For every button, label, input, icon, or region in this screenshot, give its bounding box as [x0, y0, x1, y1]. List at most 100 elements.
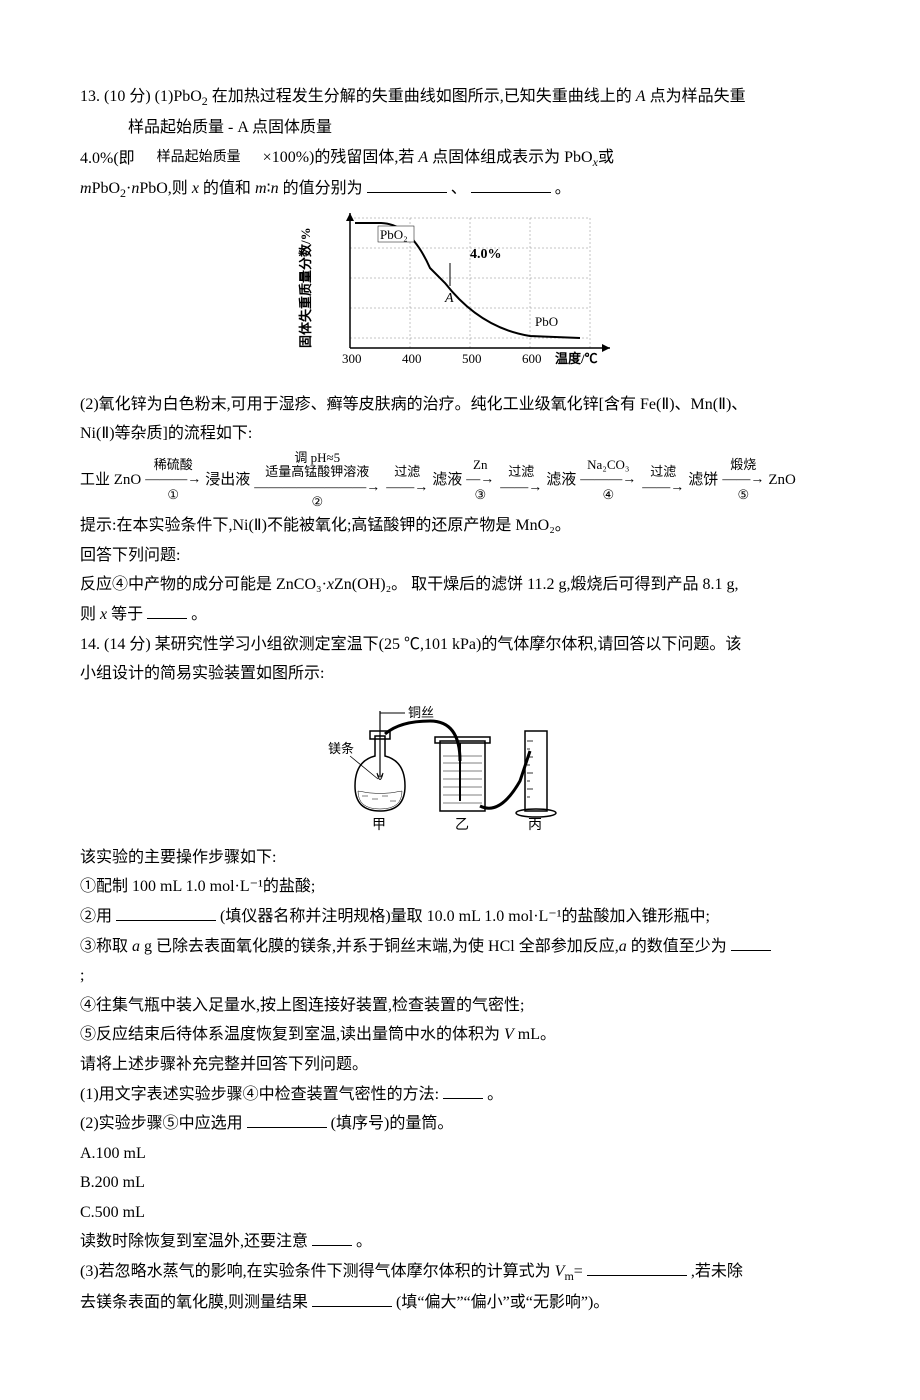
q14-line1: 14. (14 分) 某研究性学习小组欲测定室温下(25 ℃,101 kPa)的…	[80, 632, 840, 658]
flow-node: 滤饼	[688, 468, 718, 492]
q14-steps-label: 该实验的主要操作步骤如下:	[80, 845, 840, 871]
arrow-step4: 过滤 ——→	[500, 465, 542, 495]
text: 某研究性学习小组欲测定室温下(25 ℃,101 kPa)的气体摩尔体积,请回答以…	[155, 636, 742, 653]
q14-points: (14 分)	[104, 636, 151, 653]
text: 。	[555, 180, 571, 197]
label-a: 甲	[372, 818, 386, 833]
label-c: 丙	[528, 818, 542, 833]
q13-points: (10 分)	[104, 88, 151, 105]
apparatus-diagram: 铜丝 镁条 甲 乙 丙	[320, 691, 600, 841]
text: ⑤反应结束后待体系温度恢复到室温,读出量筒中水的体积为	[80, 1026, 504, 1043]
q13-line3: mPbO2·nPbO,则 x 的值和 m∶n 的值分别为 、 。	[80, 176, 840, 203]
arrow-step2: 调 pH≈5 适量高锰酸钾溶液 ————————→ ②	[254, 451, 380, 509]
arrow-step1: 稀硫酸 ———→ ①	[145, 458, 201, 502]
q14-p3b: 去镁条表面的氧化膜,则测量结果 (填“偏大”“偏小”或“无影响”)。	[80, 1290, 840, 1316]
fraction: 样品起始质量	[155, 147, 243, 169]
blank	[587, 1259, 687, 1276]
text: (1)PbO	[155, 88, 202, 105]
point-a: A	[636, 88, 646, 105]
blank	[147, 602, 187, 619]
text: ③称取	[80, 938, 132, 955]
arrow-step5: Na₂CO₃ ———→ ④	[580, 458, 636, 502]
blank	[443, 1082, 483, 1099]
text: (填“偏大”“偏小”或“无影响”)。	[396, 1294, 609, 1311]
q14-line2: 小组设计的简易实验装置如图所示:	[80, 661, 840, 687]
q14-step2: ②用 (填仪器名称并注明规格)量取 10.0 mL 1.0 mol·L⁻¹的盐酸…	[80, 904, 840, 930]
q14-read: 读数时除恢复到室温外,还要注意 。	[80, 1229, 840, 1255]
q14-optA: A.100 mL	[80, 1141, 840, 1167]
text: 点固体组成表示为 PbO	[428, 149, 592, 166]
q14-step3: ③称取 a g 已除去表面氧化膜的镁条,并系于铜丝末端,为使 HCl 全部参加反…	[80, 934, 840, 960]
text: 。	[191, 606, 207, 623]
mg-label: 镁条	[328, 741, 354, 756]
cu-label: 铜丝	[408, 705, 434, 720]
q13-question2: 则 x 等于 。	[80, 602, 840, 628]
text: 等于	[107, 606, 143, 623]
blank	[312, 1290, 392, 1307]
xtick: 400	[402, 351, 422, 366]
q13-number: 13.	[80, 88, 100, 105]
text: 在加热过程发生分解的失重曲线如图所示,已知失重曲线上的	[212, 88, 636, 105]
text: 。	[487, 1086, 503, 1103]
text: 的值分别为	[279, 180, 363, 197]
q14-step1: ①配制 100 mL 1.0 mol·L⁻¹的盐酸;	[80, 874, 840, 900]
q13-line2: 4.0%(即 样品起始质量 ×100%)的残留固体,若 A 点固体组成表示为 P…	[80, 145, 840, 172]
xtick: 500	[462, 351, 482, 366]
q14-p3: (3)若忽略水蒸气的影响,在实验条件下测得气体摩尔体积的计算式为 Vm= ,若未…	[80, 1259, 840, 1286]
blank	[471, 176, 551, 193]
text: PbO,则	[139, 180, 191, 197]
text: (3)若忽略水蒸气的影响,在实验条件下测得气体摩尔体积的计算式为	[80, 1263, 555, 1280]
q13-answer-label: 回答下列问题:	[80, 543, 840, 569]
text: Zn(OH)₂。 取干燥后的滤饼 11.2 g,煅烧后可得到产品 8.1 g,	[334, 576, 739, 593]
text: 去镁条表面的氧化膜,则测量结果	[80, 1294, 308, 1311]
text: ×100%)的残留固体,若	[263, 149, 419, 166]
arrow-step3: 过滤 ——→	[386, 465, 428, 495]
q13-hint: 提示:在本实验条件下,Ni(Ⅱ)不能被氧化;高锰酸钾的还原产物是 MnO₂。	[80, 513, 840, 539]
q13-part2: (2)氧化锌为白色粉末,可用于湿疹、癣等皮肤病的治疗。纯化工业级氧化锌[含有 F…	[80, 392, 840, 418]
q13-line1: 13. (10 分) (1)PbO2 在加热过程发生分解的失重曲线如图所示,已知…	[80, 84, 840, 111]
text: 的值和	[199, 180, 255, 197]
process-flow: 工业 ZnO 稀硫酸 ———→ ① 浸出液 调 pH≈5 适量高锰酸钾溶液 ——…	[80, 451, 840, 509]
text: (填序号)的量筒。	[331, 1115, 454, 1132]
text: 读数时除恢复到室温外,还要注意	[80, 1233, 308, 1250]
q13-question: 反应④中产物的成分可能是 ZnCO₃·xZn(OH)₂。 取干燥后的滤饼 11.…	[80, 572, 840, 598]
arrow-step6: 煅烧 ——→ ⑤	[722, 458, 764, 502]
pbo-label: PbO	[535, 314, 558, 329]
q14-fill: 请将上述步骤补充完整并回答下列问题。	[80, 1052, 840, 1078]
text: 反应④中产物的成分可能是 ZnCO₃·	[80, 576, 327, 593]
pbo2-label: PbO₂	[380, 227, 408, 242]
text: mL。	[514, 1026, 556, 1043]
flow-end: ZnO	[768, 468, 796, 492]
text: 点为样品失重	[646, 88, 746, 105]
denominator: 样品起始质量	[155, 147, 243, 169]
label-b: 乙	[455, 817, 469, 833]
text: 、	[451, 180, 467, 197]
q14-p1: (1)用文字表述实验步骤④中检查装置气密性的方法: 。	[80, 1082, 840, 1108]
value-label: 4.0%	[470, 247, 502, 262]
thermogravimetric-chart: PbO₂ 4.0% A PbO 300 400 500 600 温度/℃ 固体失…	[290, 208, 630, 388]
xtick: 600	[522, 351, 542, 366]
q14-step4: ④往集气瓶中装入足量水,按上图连接好装置,检查装置的气密性;	[80, 993, 840, 1019]
flow-node: 浸出液	[205, 468, 250, 492]
text: (填仪器名称并注明规格)量取 10.0 mL 1.0 mol·L⁻¹的盐酸加入锥…	[220, 908, 710, 925]
text: (2)氧化锌为白色粉末,可用于湿疹、癣等皮肤病的治疗。纯化工业级氧化锌[含有 F…	[80, 396, 747, 413]
text: g 已除去表面氧化膜的镁条,并系于铜丝末端,为使 HCl 全部参加反应,	[140, 938, 619, 955]
blank	[247, 1111, 327, 1128]
text: PbO	[92, 180, 120, 197]
q13-part2b: Ni(Ⅱ)等杂质]的流程如下:	[80, 421, 840, 447]
text: ②用	[80, 908, 112, 925]
text: 4.0%(即	[80, 146, 135, 172]
text: 的数值至少为	[631, 938, 727, 955]
q14-optC: C.500 mL	[80, 1200, 840, 1226]
text: (1)用文字表述实验步骤④中检查装置气密性的方法:	[80, 1086, 439, 1103]
text: 或	[598, 149, 614, 166]
text: 样品起始质量 - A 点固体质量	[128, 119, 332, 136]
blank	[116, 904, 216, 921]
q14-step5: ⑤反应结束后待体系温度恢复到室温,读出量筒中水的体积为 V mL。	[80, 1022, 840, 1048]
ylabel: 固体失重质量分数/%	[298, 227, 313, 348]
arrow-step5b: 过滤 ——→	[642, 465, 684, 495]
text: ,若未除	[691, 1263, 743, 1280]
flow-start: 工业 ZnO	[80, 468, 141, 492]
point-a-label: A	[444, 291, 454, 306]
xlabel: 温度/℃	[555, 351, 598, 366]
